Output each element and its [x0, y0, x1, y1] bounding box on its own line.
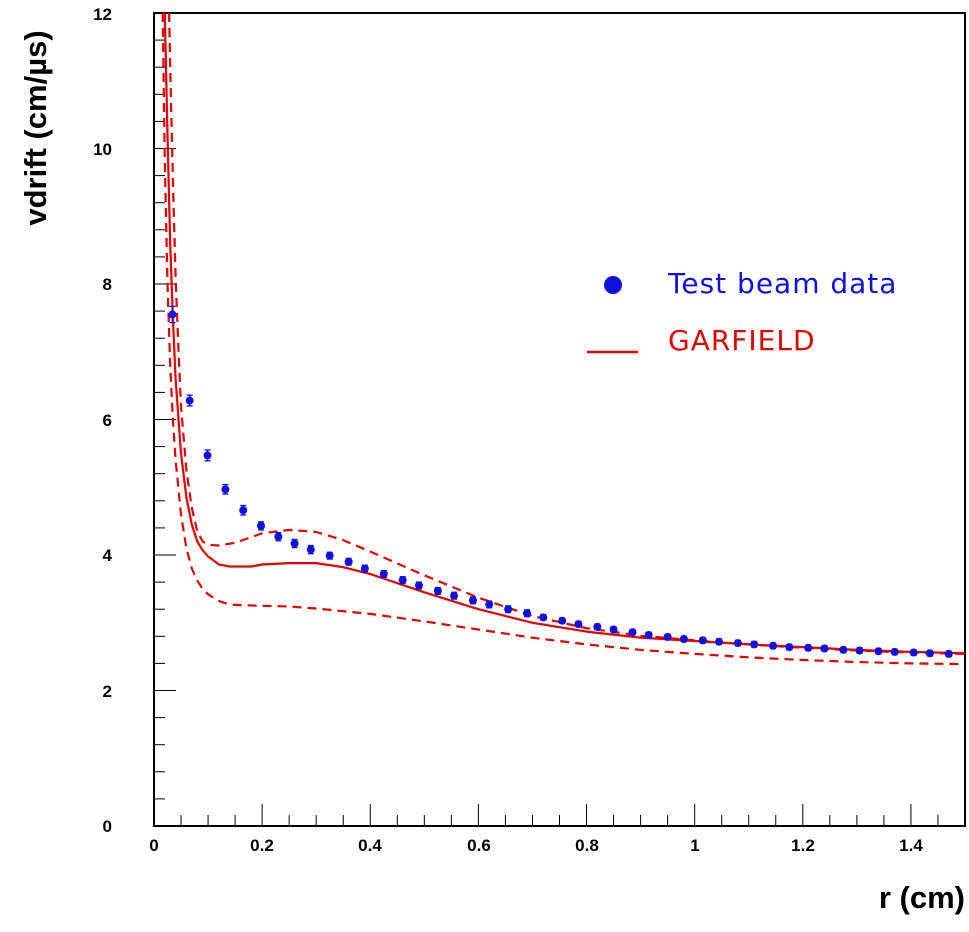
test-beam-point [733, 639, 742, 648]
y-tick-label: 6 [103, 411, 112, 430]
x-axis-tick-labels: 0 0.2 0.4 0.6 0.8 1 1.2 1.4 [149, 836, 923, 855]
test-beam-point [714, 637, 723, 646]
x-tick-label: 1.4 [899, 836, 923, 855]
test-beam-point [433, 586, 442, 595]
test-beam-point [698, 636, 707, 645]
test-beam-point [306, 545, 315, 554]
test-beam-point [360, 564, 369, 573]
legend: Test beam data GARFIELD [587, 267, 897, 357]
test-beam-point [239, 506, 248, 515]
test-beam-point [539, 613, 548, 622]
test-beam-point [785, 643, 794, 652]
y-tick-label: 2 [103, 682, 112, 701]
test-beam-point [855, 646, 864, 655]
test-beam-point [325, 551, 334, 560]
test-beam-point [558, 616, 567, 625]
x-tick-label: 0.6 [467, 836, 491, 855]
x-axis-title: r (cm) [879, 880, 965, 915]
test-beam-point [679, 635, 688, 644]
test-beam-point [185, 396, 194, 405]
test-beam-point [398, 576, 407, 585]
test-beam-point [274, 532, 283, 541]
garfield-curves [161, 13, 965, 666]
test-beam-point [644, 630, 653, 639]
test-beam-point [257, 521, 266, 530]
test-beam-point [504, 605, 513, 614]
test-beam-point [523, 609, 532, 618]
test-beam-point [820, 644, 829, 653]
test-beam-point [925, 649, 934, 658]
legend-label-test-beam: Test beam data [667, 267, 897, 300]
test-beam-point [168, 310, 177, 319]
y-tick-label: 12 [93, 5, 112, 24]
test-beam-point [750, 640, 759, 649]
test-beam-point [890, 647, 899, 656]
garfield-band-dashed-line [168, 13, 965, 655]
test-beam-point [839, 645, 848, 654]
test-beam-point [944, 649, 953, 658]
y-tick-label: 10 [93, 140, 112, 159]
test-beam-point [804, 643, 813, 652]
y-axis-tick-labels: 0 2 4 6 8 10 12 [93, 5, 112, 836]
test-beam-point [379, 569, 388, 578]
garfield-line [163, 13, 965, 655]
test-beam-point [593, 622, 602, 631]
legend-marker-test-beam [604, 276, 622, 294]
y-axis-title: vdrift (cm/µs) [18, 30, 53, 225]
test-beam-points [168, 305, 953, 658]
x-tick-label: 1 [690, 836, 699, 855]
legend-label-garfield: GARFIELD [668, 324, 816, 357]
x-tick-label: 0.2 [250, 836, 274, 855]
test-beam-point [414, 581, 423, 590]
y-tick-label: 4 [103, 546, 113, 565]
test-beam-point [290, 539, 299, 548]
garfield-band-dashed-line [161, 13, 965, 666]
test-beam-point [468, 596, 477, 605]
y-tick-label: 0 [103, 817, 112, 836]
test-beam-point [663, 632, 672, 641]
test-beam-point [203, 451, 212, 460]
test-beam-point [909, 648, 918, 657]
x-tick-label: 0.4 [358, 836, 382, 855]
test-beam-point [221, 485, 230, 494]
test-beam-point [609, 625, 618, 634]
test-beam-point [628, 628, 637, 637]
x-tick-label: 0 [149, 836, 158, 855]
test-beam-point [450, 591, 459, 600]
y-tick-label: 8 [103, 275, 112, 294]
test-beam-point [485, 600, 494, 609]
test-beam-point [574, 620, 583, 629]
test-beam-point [344, 557, 353, 566]
x-tick-label: 1.2 [791, 836, 815, 855]
plot-frame [153, 12, 966, 827]
test-beam-point [874, 647, 883, 656]
x-tick-label: 0.8 [575, 836, 599, 855]
x-axis-ticks [153, 804, 966, 826]
test-beam-point [769, 641, 778, 650]
